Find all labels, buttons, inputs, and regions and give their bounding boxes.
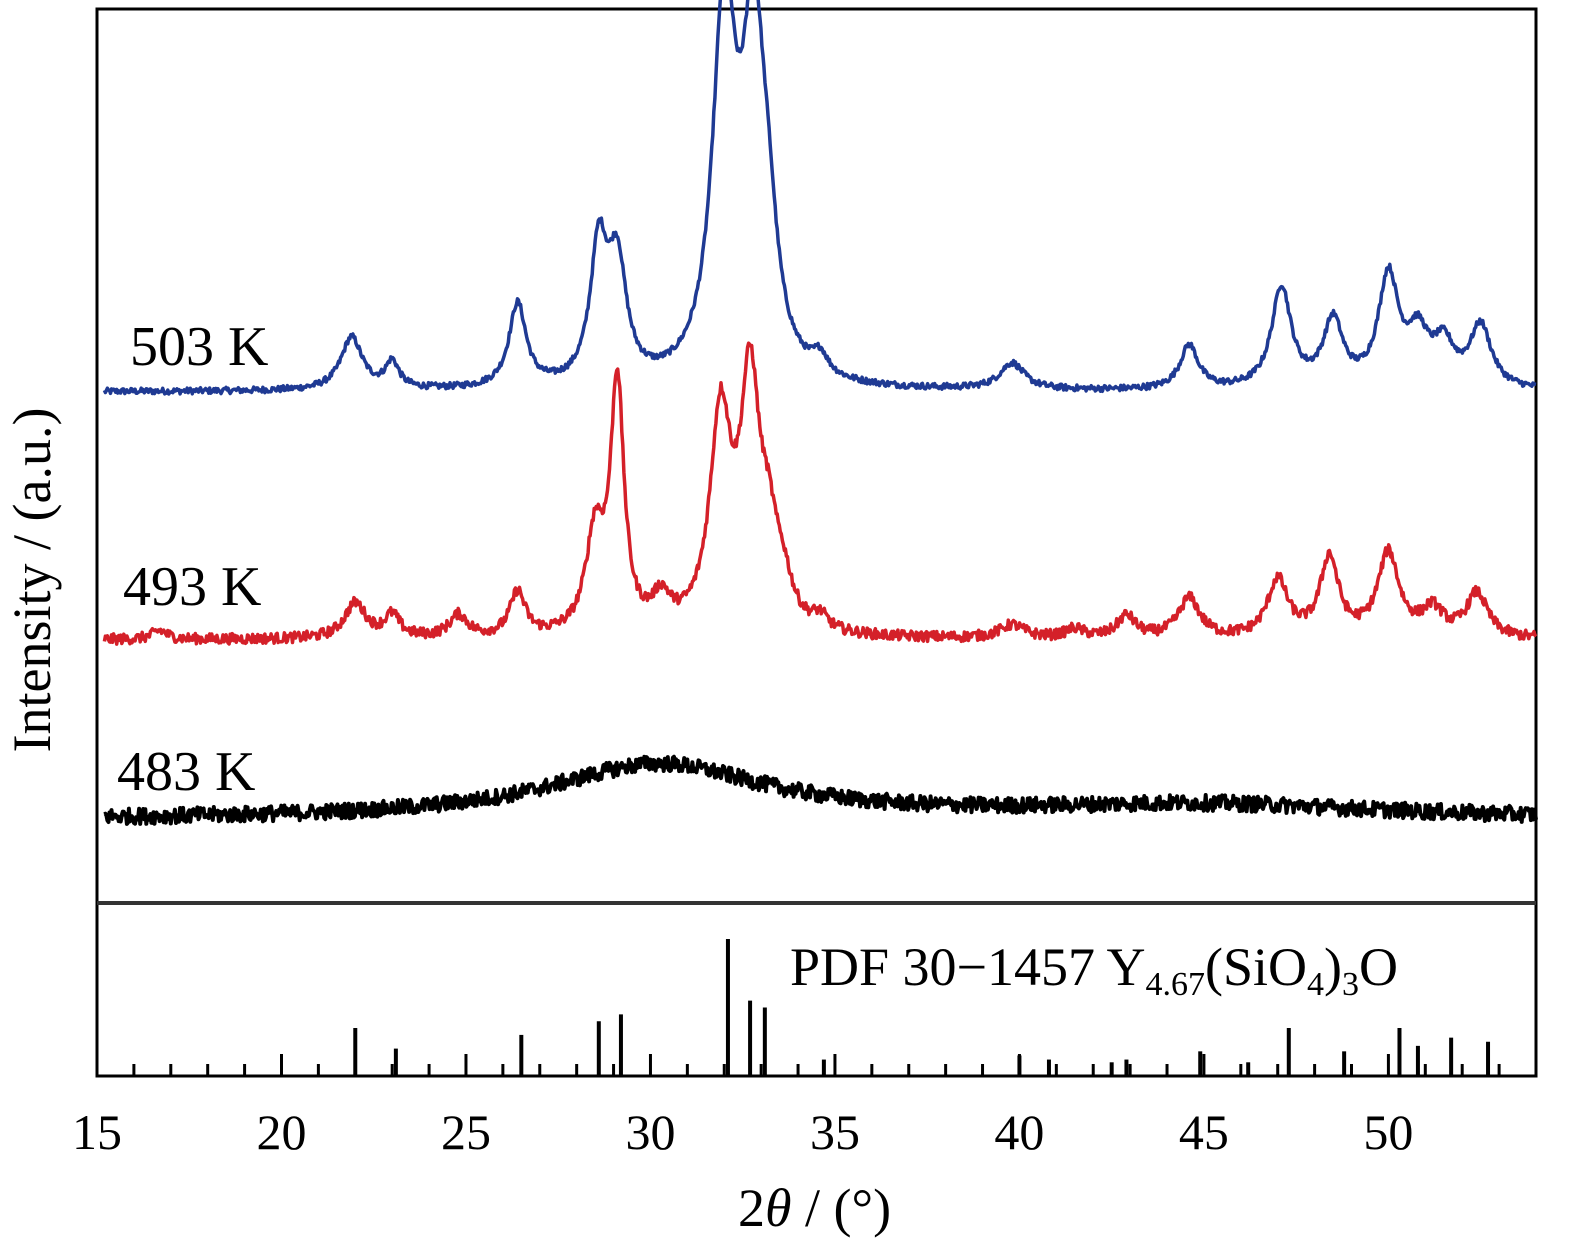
x-axis-ticks: 15 20 25 30 35 40 45 50 [72,1054,1538,1160]
reference-lines-layer [353,939,1491,1076]
x-tick-label: 15 [72,1104,122,1160]
x-axis-title-unit: / (°) [792,1178,892,1238]
series-layer [102,0,1538,826]
series-line-483-k [103,754,1538,826]
series-line-493-k [102,341,1538,646]
series-label-493-k: 493 K [123,556,261,618]
reference-subscript-3: 3 [1342,966,1359,1003]
plot-frame [95,7,1538,1078]
x-tick-label: 40 [994,1104,1044,1160]
series-label-483-k: 483 K [117,741,255,803]
x-tick-label: 50 [1363,1104,1413,1160]
reference-subscript-1: 4.67 [1146,966,1206,1003]
x-tick-label: 45 [1179,1104,1229,1160]
reference-formula-mid: (SiO [1205,937,1307,997]
y-axis-title: Intensity / (a.u.) [2,408,62,753]
reference-label: PDF 30−1457 Y4.67(SiO4)3O [790,937,1398,1003]
x-tick-label: 35 [810,1104,860,1160]
reference-subscript-2: 4 [1307,966,1324,1003]
series-labels: 503 K 493 K 483 K [117,316,268,803]
series-label-503-k: 503 K [130,316,268,378]
reference-formula-end: O [1359,937,1398,997]
x-axis-title-symbol: θ [765,1178,792,1238]
x-axis-title: 2θ / (°) [738,1178,891,1238]
x-tick-label: 25 [441,1104,491,1160]
x-tick-label: 20 [256,1104,306,1160]
x-tick-label: 30 [625,1104,675,1160]
reference-formula-close: ) [1324,937,1342,997]
series-line-503-k [102,0,1537,396]
